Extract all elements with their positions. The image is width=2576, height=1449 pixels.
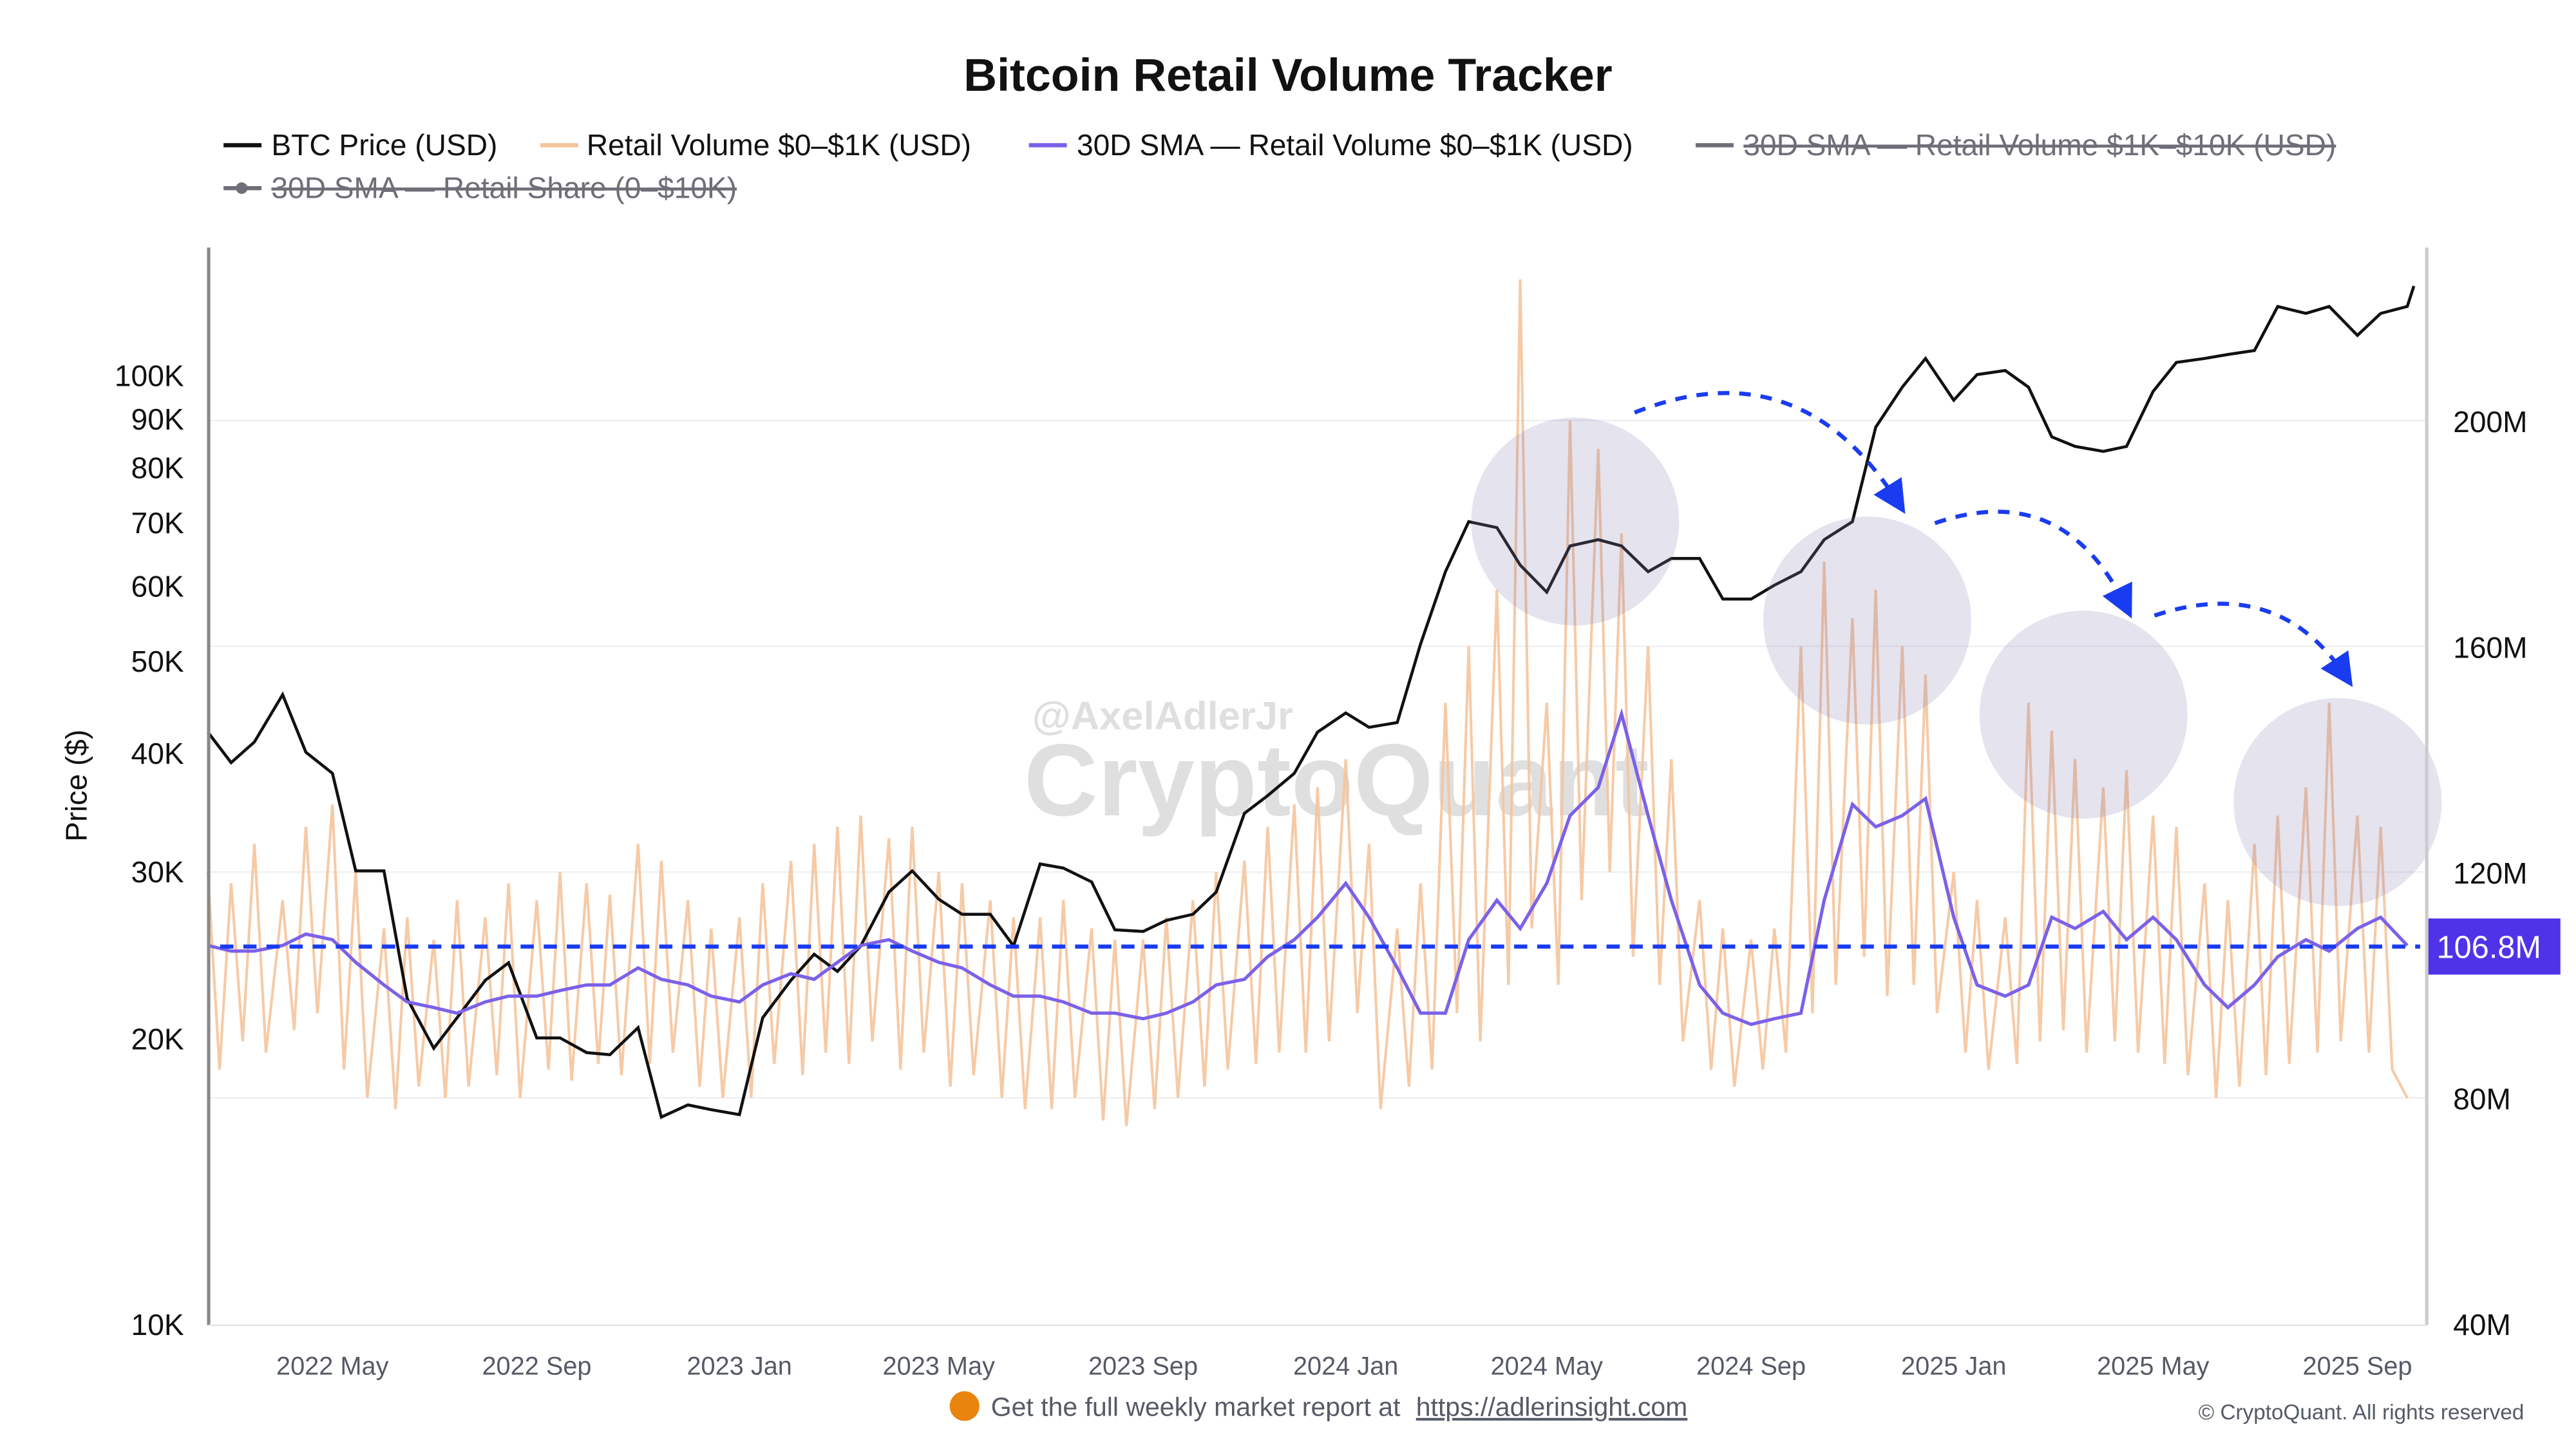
left-tick-label: 20K <box>131 1023 184 1056</box>
left-tick-label: 30K <box>131 855 184 889</box>
legend-item-sma-retail-volume[interactable]: 30D SMA — Retail Volume $0–$1K (USD) <box>1028 128 1633 162</box>
x-tick-label: 2022 Sep <box>482 1352 591 1381</box>
y-axis-label: Price ($) <box>59 730 93 842</box>
legend-item-retail-volume[interactable]: Retail Volume $0–$1K (USD) <box>540 128 971 162</box>
reference-value-label: 106.8M <box>2437 931 2541 965</box>
btc-price-line <box>206 285 2416 1119</box>
orange-circle-icon <box>949 1391 980 1421</box>
axis-ticks: 40M 80M 120M 160M 200M 10K 20K 30K 40K 50K 60K 70K 8… <box>115 359 2528 1381</box>
left-tick-label: 40K <box>131 737 184 770</box>
legend-item-sma-retail-share[interactable]: 30D SMA — Retail Share (0–$10K) <box>223 171 737 205</box>
legend-item-btc-price[interactable]: BTC Price (USD) <box>223 128 497 162</box>
highlight-circle <box>1979 611 2188 819</box>
trend-arrow <box>2154 601 2353 687</box>
legend-label: BTC Price (USD) <box>271 128 497 162</box>
chart-title: Bitcoin Retail Volume Tracker <box>963 50 1612 101</box>
right-tick-label: 40M <box>2453 1308 2511 1341</box>
legend-label: 30D SMA — Retail Volume $0–$1K (USD) <box>1077 128 1633 162</box>
right-tick-label: 200M <box>2453 405 2527 439</box>
watermark: @AxelAdlerJr CryptoQuant <box>1024 694 1649 837</box>
copyright: © CryptoQuant. All rights reserved <box>2199 1401 2524 1425</box>
x-tick-label: 2023 Sep <box>1088 1352 1198 1381</box>
right-tick-label: 160M <box>2453 630 2527 664</box>
footer-promo-link[interactable]: https://adlerinsight.com <box>1416 1392 1688 1422</box>
left-tick-label: 50K <box>131 645 184 678</box>
x-tick-label: 2025 Sep <box>2303 1352 2412 1381</box>
x-tick-label: 2023 Jan <box>687 1352 791 1381</box>
legend-label: 30D SMA — Retail Volume $1K–$10K (USD) <box>1743 128 2336 162</box>
reference-value-badge <box>2428 918 2561 975</box>
trend-arrow <box>1633 391 1906 514</box>
x-tick-label: 2023 May <box>883 1352 996 1381</box>
x-tick-label: 2024 Jan <box>1293 1352 1398 1381</box>
left-tick-label: 60K <box>131 570 184 603</box>
annotations <box>1471 391 2442 906</box>
left-tick-label: 70K <box>131 506 184 540</box>
watermark-handle: @AxelAdlerJr <box>1032 694 1293 739</box>
right-tick-label: 80M <box>2453 1083 2511 1116</box>
x-tick-label: 2024 May <box>1491 1352 1604 1381</box>
highlight-circle <box>1471 417 1680 626</box>
highlight-circle <box>2233 697 2442 906</box>
sma-retail-volume-line <box>207 708 2409 1027</box>
x-tick-label: 2025 Jan <box>1901 1352 2006 1381</box>
x-tick-label: 2024 Sep <box>1696 1352 1806 1381</box>
legend: BTC Price (USD) Retail Volume $0–$1K (US… <box>223 128 2336 205</box>
highlight-circle <box>1763 516 1971 724</box>
left-tick-label: 10K <box>131 1308 184 1341</box>
footer-promo-text: Get the full weekly market report at <box>991 1392 1401 1422</box>
left-tick-label: 80K <box>131 451 184 484</box>
right-tick-label: 120M <box>2453 857 2527 890</box>
series-layer <box>206 279 2416 1126</box>
left-tick-label: 90K <box>131 402 184 436</box>
left-tick-label: 100K <box>115 359 184 393</box>
legend-item-sma-retail-volume-1k-10k[interactable]: 30D SMA — Retail Volume $1K–$10K (USD) <box>1695 128 2336 162</box>
x-tick-label: 2025 May <box>2097 1352 2210 1381</box>
trend-arrow <box>1934 509 2132 619</box>
retail-volume-line <box>206 279 2409 1126</box>
x-tick-label: 2022 May <box>276 1352 389 1381</box>
reference-line-group: 106.8M <box>220 918 2561 975</box>
watermark-logo: CryptoQuant <box>1024 723 1649 837</box>
legend-label: 30D SMA — Retail Share (0–$10K) <box>271 171 737 205</box>
legend-label: Retail Volume $0–$1K (USD) <box>587 128 971 162</box>
svg-text:Get the full weekly market rep: Get the full weekly market report at htt… <box>991 1392 1688 1422</box>
